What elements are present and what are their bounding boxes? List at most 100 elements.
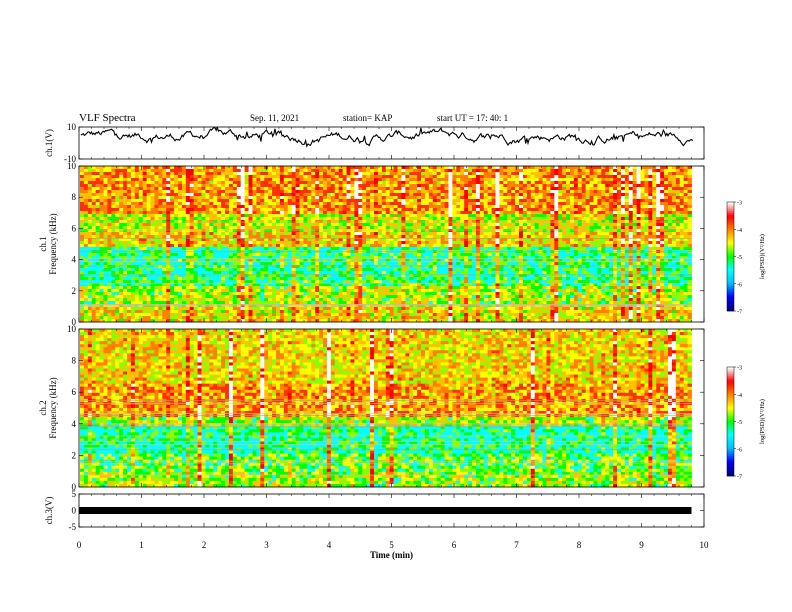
spectro-cell	[256, 184, 261, 188]
spectro-cell	[656, 214, 661, 218]
spectro-cell	[613, 211, 618, 215]
spectro-cell	[440, 238, 445, 242]
spectro-cell	[138, 211, 144, 215]
spectro-cell	[221, 229, 226, 233]
spectro-cell	[268, 247, 273, 251]
spectro-cell	[479, 169, 485, 173]
spectro-cell	[323, 256, 328, 260]
spectro-cell	[260, 229, 265, 233]
spectro-cell	[554, 217, 559, 221]
spectro-cell	[264, 208, 269, 212]
spectro-cell	[605, 244, 610, 248]
spectro-cell	[522, 211, 528, 215]
spectro-cell	[236, 184, 242, 188]
spectro-cell	[377, 208, 383, 212]
spectro-cell	[569, 169, 575, 173]
spectro-cell	[444, 235, 449, 239]
spectro-cell	[150, 208, 155, 212]
spectro-cell	[581, 196, 587, 200]
spectro-cell	[295, 241, 300, 245]
spectro-cell	[569, 205, 575, 209]
spectro-cell	[350, 184, 355, 188]
spectro-cell	[534, 235, 540, 239]
spectro-cell	[573, 217, 579, 221]
spectro-cell	[264, 196, 269, 200]
spectro-cell	[428, 181, 434, 185]
spectro-cell	[252, 247, 257, 251]
spectro-cell	[319, 199, 324, 203]
spectro-cell	[178, 187, 183, 191]
spectro-cell	[440, 187, 445, 191]
spectro-cell	[542, 232, 547, 236]
spectro-cell	[530, 232, 536, 236]
spectro-cell	[569, 226, 575, 230]
spectro-cell	[217, 190, 222, 194]
spectro-cell	[166, 244, 171, 248]
spectro-cell	[644, 244, 649, 248]
spectro-cell	[158, 175, 163, 179]
spectro-cell	[468, 208, 473, 212]
spectro-cell	[385, 241, 391, 245]
spectro-cell	[593, 217, 598, 221]
spectro-cell	[373, 223, 379, 227]
spectro-cell	[499, 190, 504, 194]
spectro-cell	[193, 214, 198, 218]
spectro-cell	[134, 214, 140, 218]
spectro-cell	[569, 199, 575, 203]
spectro-cell	[240, 184, 246, 188]
spectro-cell	[648, 217, 653, 221]
spectro-cell	[409, 172, 414, 176]
spectro-cell	[444, 178, 449, 182]
spectro-cell	[499, 214, 504, 218]
spectro-cell	[279, 208, 285, 212]
spectro-cell	[503, 205, 508, 209]
spectro-cell	[291, 175, 296, 179]
spectro-cell	[671, 172, 677, 176]
spectro-cell	[323, 175, 328, 179]
spectro-cell	[385, 217, 391, 221]
spectro-cell	[534, 241, 540, 245]
spectro-cell	[181, 175, 187, 179]
spectro-cell	[342, 238, 347, 242]
spectro-cell	[624, 175, 630, 179]
spectro-cell	[150, 229, 155, 233]
spectro-cell	[660, 253, 665, 257]
spectro-cell	[562, 232, 567, 236]
spectro-cell	[315, 205, 320, 209]
spectro-cell	[538, 238, 543, 242]
ch1-frame	[78, 126, 705, 160]
spectro-cell	[354, 247, 359, 251]
spectro-cell	[632, 196, 638, 200]
spectro-cell	[503, 172, 508, 176]
spectro-cell	[248, 214, 253, 218]
spectro-cell	[83, 226, 89, 230]
spectro-cell	[342, 256, 347, 260]
spectro-cell	[597, 253, 602, 257]
spectro-cell	[468, 196, 473, 200]
spectro-cell	[671, 217, 677, 221]
spectro-cell	[146, 202, 151, 206]
spectro-cell	[95, 256, 100, 260]
spectro-cell	[209, 208, 214, 212]
spectro-cell	[569, 181, 575, 185]
spectro-cell	[373, 232, 379, 236]
spectro-cell	[636, 217, 641, 221]
spectro-cell	[248, 259, 253, 263]
spectro-cell	[209, 166, 214, 170]
spectro-cell	[562, 217, 567, 221]
spectro-cell	[334, 253, 340, 257]
spectro-cell	[448, 229, 453, 233]
spectro-cell	[178, 217, 183, 221]
spectro-cell	[648, 181, 653, 185]
spectro-cell	[323, 190, 328, 194]
spectro-cell	[299, 217, 304, 221]
spectro-cell	[460, 175, 465, 179]
spectro-cell	[617, 187, 622, 191]
spectro-cell	[664, 238, 669, 242]
spectro-cell	[260, 226, 265, 230]
spectro-cell	[444, 193, 449, 197]
spectro-cell	[87, 202, 93, 206]
spectro-cell	[448, 244, 453, 248]
spectro-cell	[264, 229, 269, 233]
spectro-cell	[174, 190, 179, 194]
